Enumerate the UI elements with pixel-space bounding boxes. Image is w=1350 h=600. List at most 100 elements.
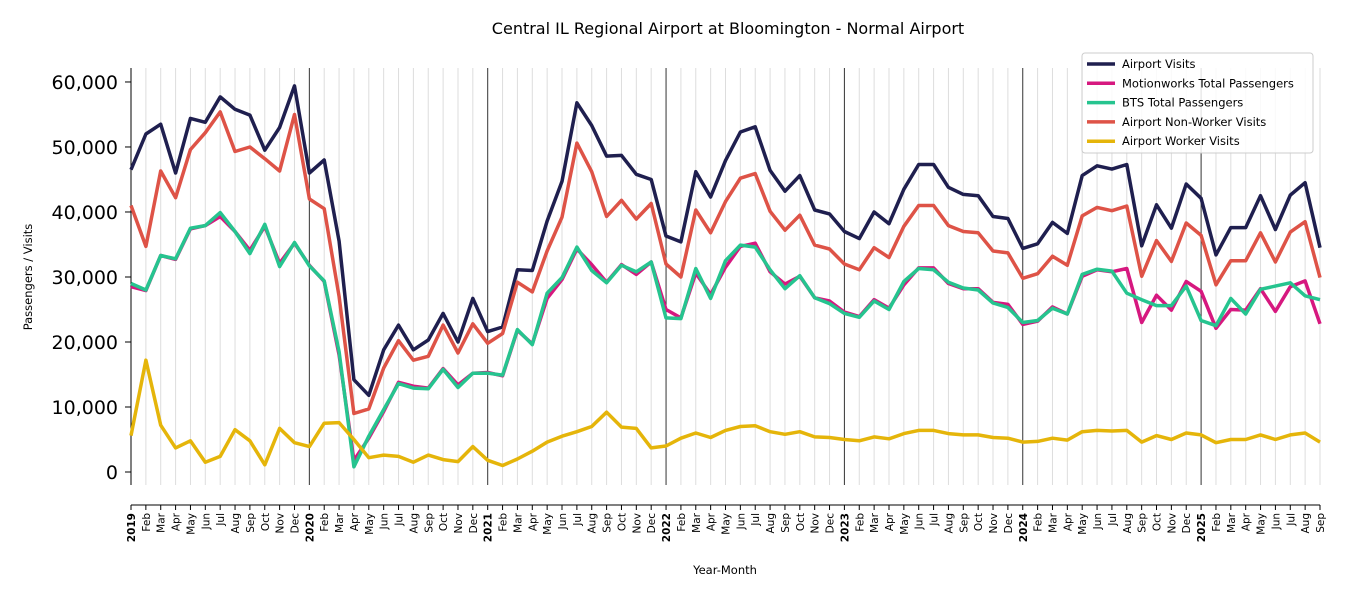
x-tick-label: Sep xyxy=(1315,513,1327,533)
x-tick-label: Feb xyxy=(676,513,688,532)
x-tick-label: Nov xyxy=(275,513,287,534)
x-tick-label: May xyxy=(721,513,733,535)
x-tick-label: Jun xyxy=(200,513,212,530)
x-tick-label: 2019 xyxy=(126,513,138,542)
x-tick-label: Mar xyxy=(156,512,168,532)
chart-title: Central IL Regional Airport at Bloomingt… xyxy=(492,19,964,38)
x-tick-label: Jun xyxy=(557,513,569,530)
x-tick-label: Aug xyxy=(230,513,242,534)
x-tick-label: Feb xyxy=(141,513,153,532)
legend-label: BTS Total Passengers xyxy=(1122,96,1243,110)
y-tick-label: 10,000 xyxy=(52,397,118,419)
legend-label: Motionworks Total Passengers xyxy=(1122,76,1294,90)
series-line-bts-total-passengers xyxy=(130,210,1321,469)
x-tick-label: Apr xyxy=(349,512,361,531)
x-tick-label: Sep xyxy=(602,513,614,533)
series-line-airport-visits xyxy=(129,84,1322,398)
x-tick-label: Mar xyxy=(1226,512,1238,532)
x-tick-label: Sep xyxy=(780,513,792,533)
x-tick-label: Jun xyxy=(1092,513,1104,530)
legend-box xyxy=(1081,52,1314,154)
x-tick-label: Mar xyxy=(869,512,881,532)
y-tick-label: 60,000 xyxy=(52,72,118,94)
x-tick-label: Feb xyxy=(498,513,510,532)
x-tick-label: Dec xyxy=(289,513,301,534)
x-tick-label: Jul xyxy=(750,513,762,527)
x-tick-label: Feb xyxy=(319,513,331,532)
x-tick-label: Apr xyxy=(884,512,896,531)
x-tick-label: Nov xyxy=(988,513,1000,534)
y-tick-label: 0 xyxy=(106,462,118,484)
x-tick-label: 2020 xyxy=(304,513,316,542)
x-tick-label: Apr xyxy=(171,512,183,531)
x-tick-label: Nov xyxy=(810,513,822,534)
x-tick-label: Nov xyxy=(453,513,465,534)
y-tick-label: 40,000 xyxy=(52,202,118,224)
x-tick-label: Apr xyxy=(527,512,539,531)
x-tick-label: Apr xyxy=(1241,512,1253,531)
x-tick-label: May xyxy=(364,513,376,535)
legend: Airport Visits Motionworks Total Passenge… xyxy=(1081,52,1314,154)
x-tick-label: Feb xyxy=(1211,513,1223,532)
x-tick-label: Jun xyxy=(379,513,391,530)
x-tick-label: Oct xyxy=(1152,513,1164,531)
x-tick-label: Sep xyxy=(423,513,435,533)
x-tick-label: Oct xyxy=(438,513,450,531)
x-tick-label: Nov xyxy=(631,513,643,534)
x-tick-label: Dec xyxy=(1181,513,1193,534)
x-tick-label: Dec xyxy=(468,513,480,534)
x-tick-label: Jun xyxy=(735,513,747,530)
x-tick-label: Aug xyxy=(765,513,777,534)
x-tick-label: Aug xyxy=(587,513,599,534)
x-tick-label: Dec xyxy=(825,513,837,534)
x-tick-label: May xyxy=(185,513,197,535)
x-tick-label: Aug xyxy=(1122,513,1134,534)
x-tick-label: Jul xyxy=(394,513,406,527)
x-tick-label: 2025 xyxy=(1196,513,1208,542)
x-tick-label: 2023 xyxy=(839,513,851,542)
x-tick-label: Oct xyxy=(616,513,628,531)
x-tick-label: Aug xyxy=(408,513,420,534)
legend-label: Airport Visits xyxy=(1122,57,1196,71)
x-tick-label: Jul xyxy=(215,513,227,527)
x-tick-label: Apr xyxy=(706,512,718,531)
x-axis-label: Year-Month xyxy=(692,563,757,577)
x-tick-label: Feb xyxy=(1033,513,1045,532)
x-tick-label: Jun xyxy=(914,513,926,530)
x-tick-label: Mar xyxy=(512,512,524,532)
y-tick-label: 20,000 xyxy=(52,332,118,354)
x-tick-label: May xyxy=(1077,513,1089,535)
x-tick-label: Jul xyxy=(929,513,941,527)
x-tick-label: Sep xyxy=(245,513,257,533)
x-tick-label: May xyxy=(899,513,911,535)
x-tick-label: 2022 xyxy=(661,513,673,542)
legend-label: Airport Non-Worker Visits xyxy=(1122,115,1266,129)
x-tick-label: Nov xyxy=(1166,513,1178,534)
x-tick-label: 2024 xyxy=(1018,513,1030,542)
x-tick-label: Dec xyxy=(1003,513,1015,534)
x-tick-label: Aug xyxy=(1300,513,1312,534)
legend-label: Airport Worker Visits xyxy=(1122,134,1240,148)
y-tick-label: 50,000 xyxy=(52,137,118,159)
x-tick-label: Aug xyxy=(943,513,955,534)
x-tick-label: Mar xyxy=(334,512,346,532)
x-tick-label: Dec xyxy=(646,513,658,534)
x-tick-label: 2021 xyxy=(483,513,495,542)
x-tick-label: Mar xyxy=(1047,512,1059,532)
x-tick-label: Apr xyxy=(1062,512,1074,531)
x-tick-label: May xyxy=(1256,513,1268,535)
x-tick-label: Oct xyxy=(973,513,985,531)
x-tick-label: May xyxy=(542,513,554,535)
x-tick-label: Sep xyxy=(1137,513,1149,533)
x-tick-label: Oct xyxy=(795,513,807,531)
x-tick-label: Jul xyxy=(1107,513,1119,527)
x-tick-label: Sep xyxy=(958,513,970,533)
x-tick-label: Jun xyxy=(1270,513,1282,530)
series-line-airport-non-worker-visits xyxy=(129,110,1322,416)
x-tick-label: Oct xyxy=(260,513,272,531)
y-tick-label: 30,000 xyxy=(52,267,118,289)
x-tick-label: Jul xyxy=(1285,513,1297,527)
y-axis-label: Passengers / Visits xyxy=(21,224,35,331)
series-line-airport-worker-visits xyxy=(129,358,1321,468)
